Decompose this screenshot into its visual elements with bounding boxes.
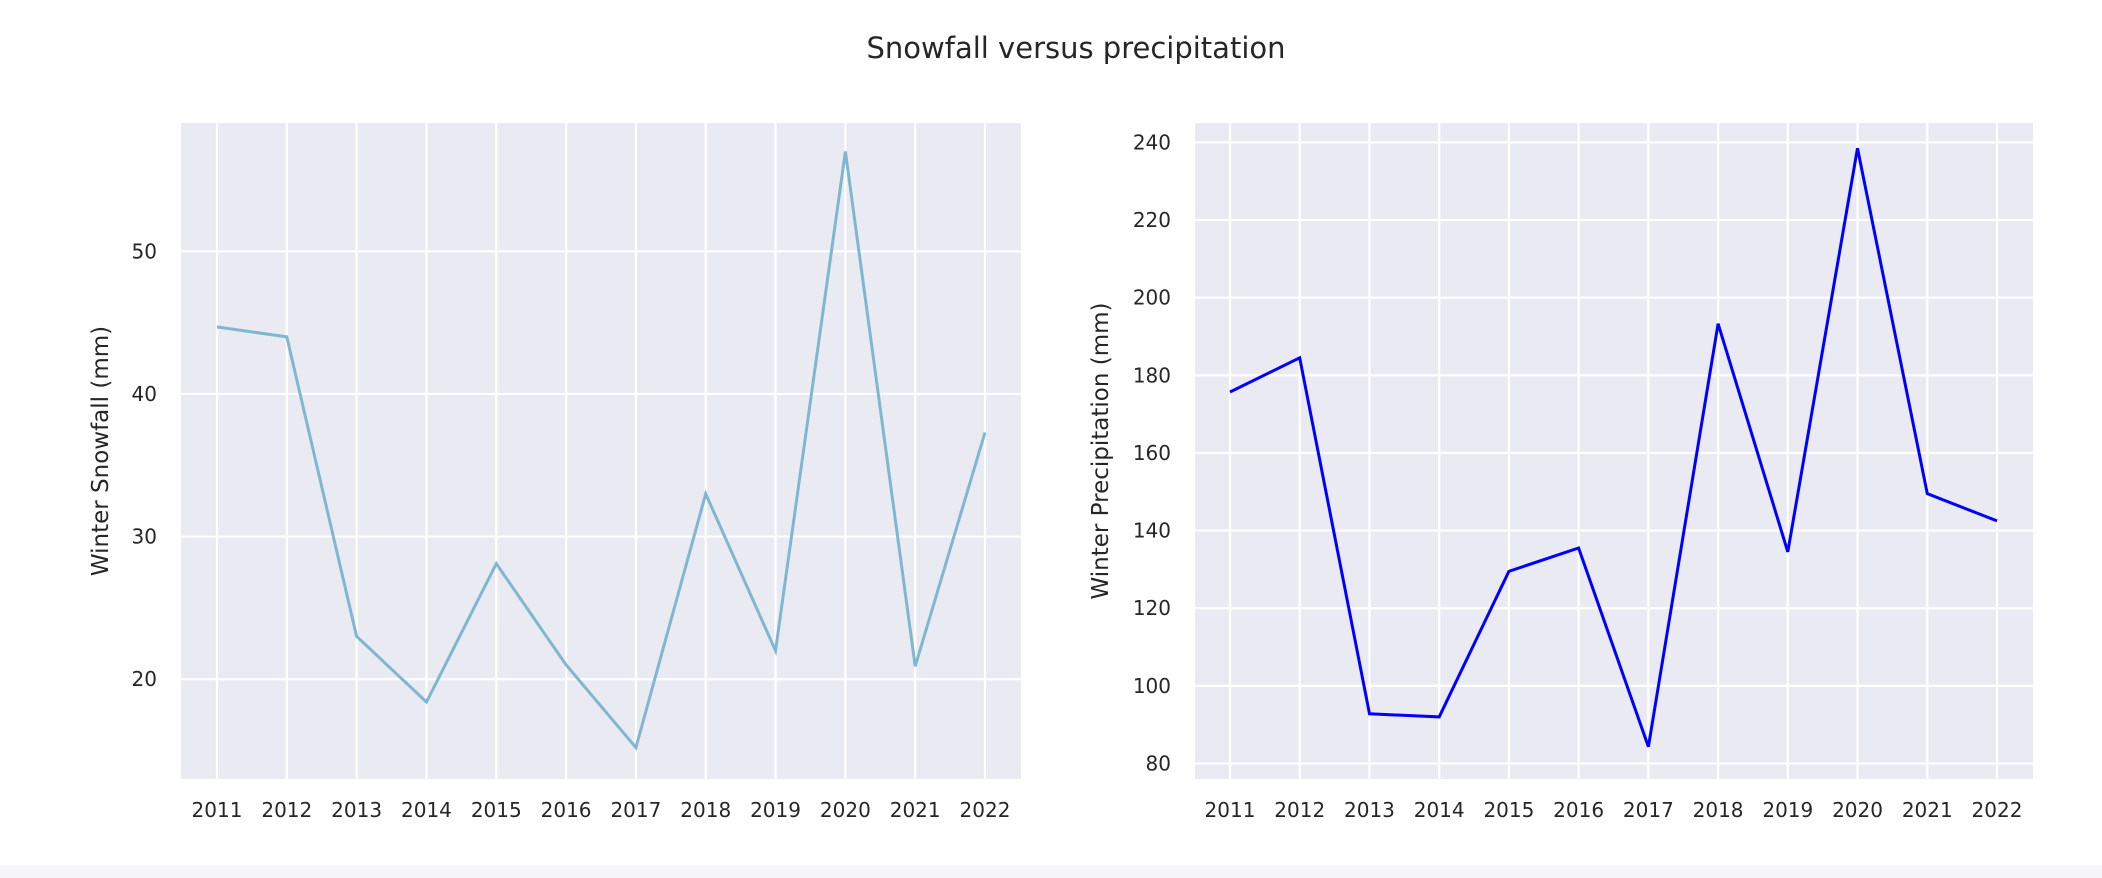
x-tick-label: 2011: [192, 798, 243, 822]
x-tick-label: 2022: [1972, 798, 2023, 822]
data-point: [1577, 546, 1581, 550]
data-point: [1925, 492, 1929, 496]
series-line: [216, 151, 987, 751]
data-point: [1646, 745, 1650, 749]
y-tick-label: 240: [1133, 130, 1171, 154]
y-tick-label: 20: [132, 667, 157, 691]
y-axis-label: Winter Snowfall (mm): [88, 326, 114, 576]
data-point: [564, 663, 568, 667]
data-point: [1437, 715, 1441, 719]
x-tick-label: 2022: [960, 798, 1011, 822]
y-axis-label: Winter Precipitation (mm): [1088, 303, 1114, 600]
data-point: [1856, 146, 1860, 150]
data-point: [215, 325, 219, 329]
snowfall-chart: 2011 2012 2013 2014 2015 2016 2017 2018 2019 2020…: [88, 123, 1021, 822]
x-tick-label: 2021: [1902, 798, 1953, 822]
data-point: [913, 664, 917, 668]
chart-title: Snowfall versus precipitation: [867, 31, 1286, 65]
x-tick-label: 2014: [1414, 798, 1465, 822]
y-tick-label: 180: [1133, 363, 1171, 387]
x-tick-label: 2013: [331, 798, 382, 822]
plot-area: [181, 123, 1021, 779]
y-tick-label: 80: [1146, 751, 1171, 775]
x-tick-label: 2012: [261, 798, 312, 822]
data-point: [355, 634, 359, 638]
data-point: [983, 430, 987, 434]
y-tick-label: 100: [1133, 674, 1171, 698]
data-point: [424, 700, 428, 704]
x-tick-label: 2017: [1623, 798, 1674, 822]
y-tick-label: 200: [1133, 286, 1171, 310]
x-tick-label: 2011: [1205, 798, 1256, 822]
data-point: [1716, 322, 1720, 326]
x-tick-label: 2013: [1344, 798, 1395, 822]
precipitation-chart: 2011 2012 2013 2014 2015 2016 2017 2018 2019 2020…: [1088, 123, 2033, 822]
data-point: [1228, 390, 1232, 394]
x-tick-label: 2015: [1483, 798, 1534, 822]
x-tick-label: 2019: [1762, 798, 1813, 822]
x-tick-label: 2012: [1274, 798, 1325, 822]
data-point: [1786, 550, 1790, 554]
x-tick-label: 2018: [680, 798, 731, 822]
data-point: [634, 746, 638, 750]
x-tick-label: 2015: [471, 798, 522, 822]
data-point: [494, 562, 498, 566]
bottom-band: [0, 865, 2102, 878]
y-tick-label: 120: [1133, 596, 1171, 620]
x-tick-label: 2018: [1693, 798, 1744, 822]
data-point: [774, 649, 778, 653]
x-tick-label: 2019: [750, 798, 801, 822]
y-tick-label: 40: [132, 382, 157, 406]
x-tick-label: 2021: [890, 798, 941, 822]
x-tick-label: 2020: [820, 798, 871, 822]
plot-area: [1195, 123, 2033, 779]
data-point: [843, 150, 847, 154]
x-tick-label: 2014: [401, 798, 452, 822]
y-tick-label: 140: [1133, 519, 1171, 543]
data-point: [704, 492, 708, 496]
y-tick-label: 50: [132, 239, 157, 263]
x-tick-label: 2016: [1553, 798, 1604, 822]
x-tick-label: 2016: [541, 798, 592, 822]
data-point: [1995, 519, 1999, 523]
data-point: [1298, 356, 1302, 360]
y-tick-label: 220: [1133, 208, 1171, 232]
y-tick-label: 30: [132, 525, 157, 549]
series-line: [1229, 147, 1998, 748]
x-tick-label: 2020: [1832, 798, 1883, 822]
y-tick-label: 160: [1133, 441, 1171, 465]
data-point: [1507, 569, 1511, 573]
data-point: [1367, 712, 1371, 716]
data-point: [285, 335, 289, 339]
x-tick-label: 2017: [610, 798, 661, 822]
